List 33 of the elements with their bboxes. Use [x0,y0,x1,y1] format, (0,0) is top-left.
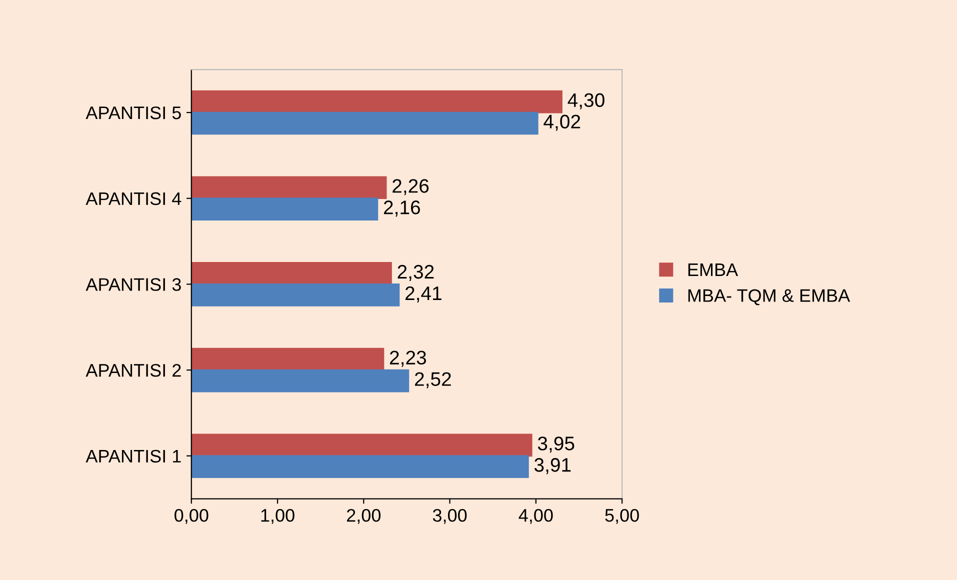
bar [191,112,538,135]
bar [191,198,378,221]
bar [191,455,529,478]
data-label: 3,95 [538,436,574,453]
bar [191,90,562,114]
bar [191,284,400,306]
y-tick-label: APANTISI 4 [86,192,182,206]
data-label: 2,52 [414,372,451,388]
data-label: 2,41 [406,286,442,302]
y-tick-label: APANTISI 5 [86,106,181,120]
bar [191,434,532,457]
data-label: 4,02 [544,114,580,131]
bar [191,348,384,371]
data-label: 2,23 [390,350,426,367]
y-tick-label: APANTISI 3 [86,278,181,291]
y-tick-label: APANTISI 2 [86,364,181,377]
legend-label: MBA- TQM & EMBA [688,289,850,306]
x-tick-label: 5,00 [605,509,639,524]
data-label: 2,16 [384,200,420,217]
x-tick-label: 0,00 [174,509,208,524]
data-label: 3,91 [534,458,571,474]
legend-label: EMBA [688,264,738,276]
bar [191,369,410,392]
data-label: 2,32 [398,264,434,281]
bar [191,262,392,285]
data-label: 4,30 [568,93,604,110]
bar [191,176,387,200]
x-tick-label: 4,00 [518,509,553,524]
y-tick-label: APANTISI 1 [86,450,181,463]
x-tick-label: 2,00 [347,509,381,524]
data-label: 2,26 [392,179,429,196]
x-tick-label: 1,00 [261,509,294,524]
x-tick-label: 3,00 [432,509,467,524]
